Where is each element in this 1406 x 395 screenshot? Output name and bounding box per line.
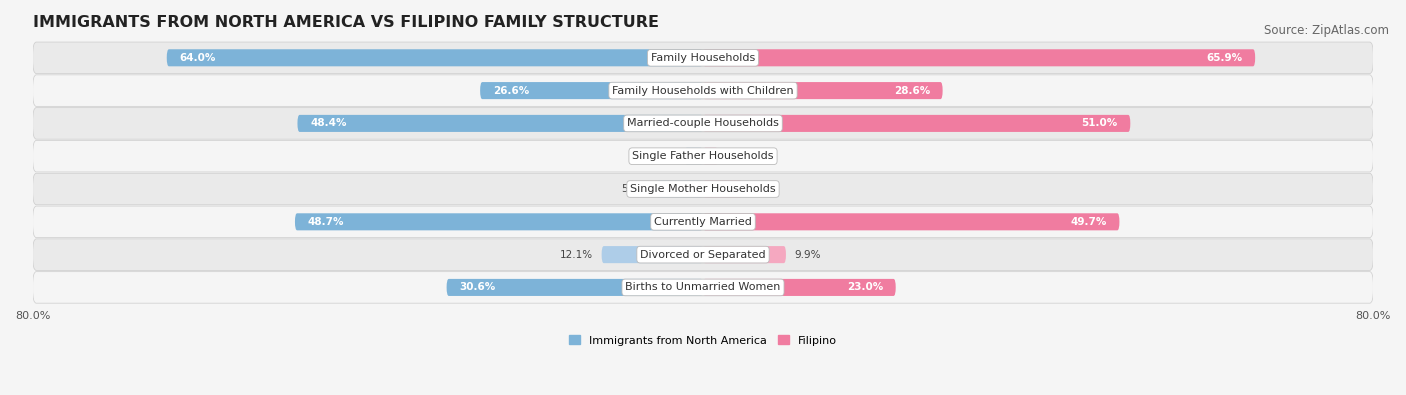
FancyBboxPatch shape [703,148,718,165]
Text: 26.6%: 26.6% [492,86,529,96]
Text: Births to Unmarried Women: Births to Unmarried Women [626,282,780,292]
Text: 48.7%: 48.7% [308,217,344,227]
Text: Single Mother Households: Single Mother Households [630,184,776,194]
FancyBboxPatch shape [298,115,703,132]
Text: 2.2%: 2.2% [650,151,676,161]
FancyBboxPatch shape [32,239,1374,270]
Text: 51.0%: 51.0% [1081,118,1118,128]
FancyBboxPatch shape [703,213,1119,230]
Text: 65.9%: 65.9% [1206,53,1243,63]
FancyBboxPatch shape [32,206,1374,237]
Text: IMMIGRANTS FROM NORTH AMERICA VS FILIPINO FAMILY STRUCTURE: IMMIGRANTS FROM NORTH AMERICA VS FILIPIN… [32,15,658,30]
FancyBboxPatch shape [685,148,703,165]
FancyBboxPatch shape [703,279,896,296]
Text: 1.8%: 1.8% [727,151,754,161]
Text: Divorced or Separated: Divorced or Separated [640,250,766,260]
Text: 5.6%: 5.6% [621,184,648,194]
Text: Currently Married: Currently Married [654,217,752,227]
Text: Source: ZipAtlas.com: Source: ZipAtlas.com [1264,24,1389,37]
FancyBboxPatch shape [32,108,1374,139]
FancyBboxPatch shape [703,246,786,263]
FancyBboxPatch shape [32,272,1374,303]
Text: 9.9%: 9.9% [794,250,821,260]
Text: 4.7%: 4.7% [751,184,778,194]
FancyBboxPatch shape [703,181,742,198]
Text: Single Father Households: Single Father Households [633,151,773,161]
Legend: Immigrants from North America, Filipino: Immigrants from North America, Filipino [565,331,841,350]
FancyBboxPatch shape [32,173,1374,205]
Text: Family Households with Children: Family Households with Children [612,86,794,96]
Text: 30.6%: 30.6% [460,282,495,292]
FancyBboxPatch shape [295,213,703,230]
Text: Married-couple Households: Married-couple Households [627,118,779,128]
Text: 12.1%: 12.1% [560,250,593,260]
FancyBboxPatch shape [703,82,942,99]
FancyBboxPatch shape [32,141,1374,172]
Text: 48.4%: 48.4% [311,118,346,128]
FancyBboxPatch shape [703,49,1256,66]
FancyBboxPatch shape [32,42,1374,73]
FancyBboxPatch shape [32,75,1374,106]
Text: 23.0%: 23.0% [846,282,883,292]
FancyBboxPatch shape [167,49,703,66]
FancyBboxPatch shape [479,82,703,99]
FancyBboxPatch shape [447,279,703,296]
FancyBboxPatch shape [602,246,703,263]
Text: 49.7%: 49.7% [1070,217,1107,227]
FancyBboxPatch shape [703,115,1130,132]
FancyBboxPatch shape [657,181,703,198]
Text: 28.6%: 28.6% [894,86,929,96]
Text: 64.0%: 64.0% [180,53,215,63]
Text: Family Households: Family Households [651,53,755,63]
